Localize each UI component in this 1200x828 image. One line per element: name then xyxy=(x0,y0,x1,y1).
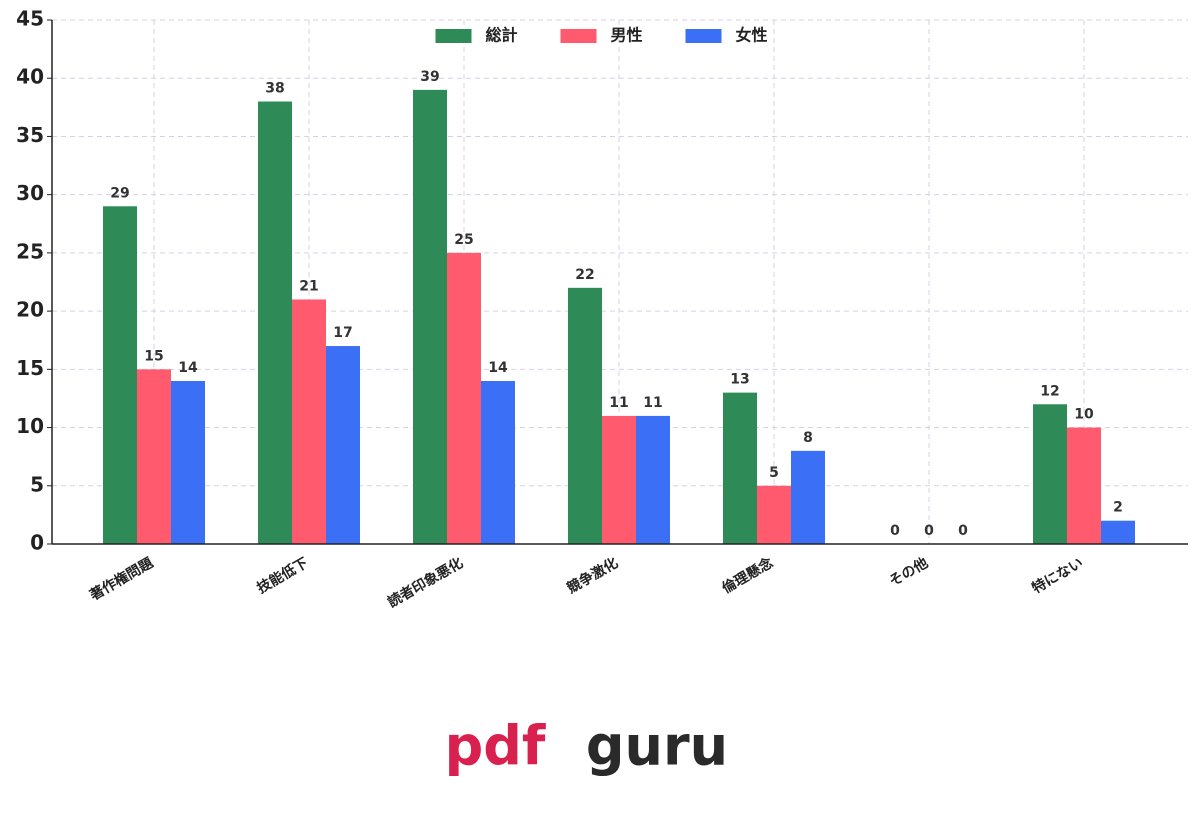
y-tick-label: 30 xyxy=(16,181,44,205)
x-tick-label: 技能低下 xyxy=(254,554,311,597)
y-tick-label: 5 xyxy=(30,472,44,496)
value-label: 39 xyxy=(420,69,439,85)
x-tick-label: 特にない xyxy=(1029,554,1086,597)
legend-label: 総計 xyxy=(486,26,518,45)
bar xyxy=(723,392,757,544)
y-tick-label: 25 xyxy=(16,239,44,263)
x-tick-label: その他 xyxy=(886,554,931,590)
value-label: 14 xyxy=(178,360,198,376)
y-tick-label: 40 xyxy=(16,65,44,89)
y-tick-label: 0 xyxy=(30,531,44,555)
value-label: 0 xyxy=(958,523,968,539)
value-label: 22 xyxy=(575,267,594,283)
value-label: 2 xyxy=(1113,500,1123,516)
bar xyxy=(171,380,205,544)
x-tick-label: 著作権問題 xyxy=(86,554,157,605)
legend-swatch xyxy=(435,29,472,43)
value-label: 25 xyxy=(454,232,473,248)
bar xyxy=(137,369,171,544)
bar xyxy=(103,206,137,545)
value-label: 14 xyxy=(488,360,508,376)
x-tick-label: 読者印象悪化 xyxy=(385,554,466,611)
bar xyxy=(757,485,791,544)
value-label: 5 xyxy=(769,465,779,481)
y-tick-label: 45 xyxy=(16,7,44,31)
value-label: 0 xyxy=(924,523,934,539)
bar xyxy=(447,252,481,544)
value-label: 17 xyxy=(333,325,352,341)
y-tick-label: 35 xyxy=(16,123,44,147)
x-tick-label: 競争激化 xyxy=(564,554,621,597)
legend-swatch xyxy=(685,29,722,43)
bar xyxy=(1067,427,1101,544)
bar xyxy=(1101,520,1135,544)
value-label: 10 xyxy=(1074,407,1094,423)
value-label: 11 xyxy=(643,395,662,411)
value-label: 29 xyxy=(110,185,129,201)
bar xyxy=(1033,404,1067,544)
legend-label: 男性 xyxy=(611,26,643,45)
bar xyxy=(326,346,360,544)
value-label: 8 xyxy=(803,430,813,446)
value-label: 21 xyxy=(299,278,318,294)
y-tick-label: 10 xyxy=(16,414,44,438)
y-tick-label: 20 xyxy=(16,298,44,322)
bar xyxy=(481,380,515,544)
value-label: 12 xyxy=(1040,383,1059,399)
value-label: 11 xyxy=(609,395,628,411)
logo-pdf: pdf xyxy=(445,715,546,778)
legend-label: 女性 xyxy=(736,26,768,45)
value-label: 38 xyxy=(265,81,284,97)
value-label: 0 xyxy=(890,523,900,539)
y-tick-label: 15 xyxy=(16,356,44,380)
bar xyxy=(258,101,292,544)
legend-swatch xyxy=(560,29,597,43)
logo-guru: guru xyxy=(586,715,728,778)
bar xyxy=(413,89,447,544)
x-tick-label: 倫理懸念 xyxy=(719,554,777,597)
value-label: 15 xyxy=(144,348,163,364)
bar xyxy=(791,450,825,544)
bar xyxy=(568,287,602,544)
bar xyxy=(602,415,636,544)
bar xyxy=(292,299,326,544)
bar xyxy=(636,415,670,544)
value-label: 13 xyxy=(730,372,749,388)
